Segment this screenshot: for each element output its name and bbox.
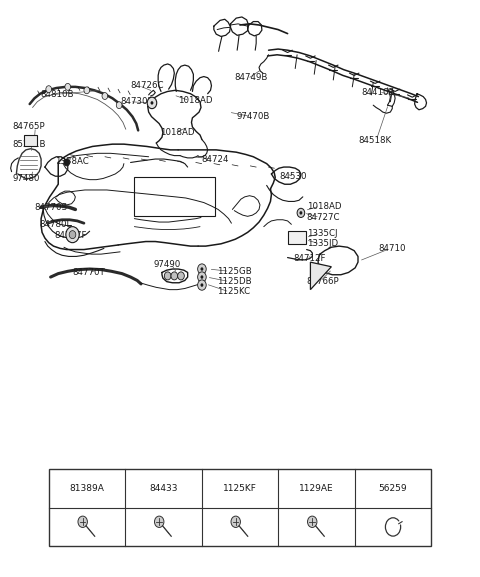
Circle shape [155, 516, 164, 527]
Circle shape [69, 231, 76, 239]
Text: 1335CJ: 1335CJ [307, 229, 337, 238]
Text: 1125KC: 1125KC [217, 287, 250, 297]
Circle shape [300, 211, 302, 215]
Circle shape [178, 272, 184, 280]
Circle shape [102, 92, 108, 99]
Text: 1018AD: 1018AD [160, 128, 194, 137]
Polygon shape [311, 262, 331, 290]
Text: 84724: 84724 [201, 155, 228, 163]
Text: 84710: 84710 [378, 244, 406, 253]
Text: 84765P: 84765P [12, 122, 45, 132]
Bar [134, 177, 215, 216]
Circle shape [198, 264, 206, 274]
Circle shape [201, 267, 204, 271]
Text: 1125GB: 1125GB [217, 267, 252, 276]
Text: 1335JD: 1335JD [307, 239, 338, 248]
Text: 97470B: 97470B [236, 112, 270, 121]
Text: 84749B: 84749B [234, 73, 268, 82]
Circle shape [164, 272, 171, 280]
Circle shape [116, 102, 122, 108]
FancyBboxPatch shape [24, 135, 37, 147]
Text: 1338AC: 1338AC [55, 157, 89, 166]
Circle shape [201, 283, 204, 287]
Text: 84770T: 84770T [72, 268, 105, 277]
Circle shape [84, 87, 90, 93]
Circle shape [297, 208, 305, 218]
Bar [288, 231, 306, 245]
Text: 84780L: 84780L [39, 220, 72, 229]
Text: 84712F: 84712F [293, 254, 326, 263]
Text: 84766P: 84766P [307, 277, 339, 286]
Circle shape [64, 159, 70, 166]
Text: 84530: 84530 [279, 173, 307, 181]
Text: 84727C: 84727C [307, 213, 340, 222]
Text: 1125DB: 1125DB [217, 277, 252, 286]
Circle shape [78, 516, 87, 527]
Circle shape [66, 227, 79, 243]
Text: 97490: 97490 [154, 260, 180, 269]
Text: 1018AD: 1018AD [178, 96, 213, 105]
Text: 84757F: 84757F [54, 231, 87, 240]
Text: 84730B: 84730B [120, 98, 154, 106]
Circle shape [201, 275, 204, 279]
Bar [48, 469, 432, 546]
Circle shape [151, 101, 154, 104]
Text: 84518K: 84518K [358, 136, 391, 145]
Text: 1129AE: 1129AE [299, 484, 334, 493]
Circle shape [198, 272, 206, 282]
Text: 84770S: 84770S [35, 203, 67, 212]
Text: 84726C: 84726C [131, 81, 164, 89]
Circle shape [46, 86, 51, 92]
Text: 84810B: 84810B [40, 91, 73, 99]
Text: 56259: 56259 [379, 484, 408, 493]
Circle shape [308, 516, 317, 527]
Text: 85261B: 85261B [12, 140, 46, 149]
Text: 84433: 84433 [149, 484, 178, 493]
Text: 97480: 97480 [12, 174, 40, 183]
Text: 84410E: 84410E [361, 88, 395, 96]
Text: 1018AD: 1018AD [307, 201, 341, 211]
Circle shape [147, 97, 157, 108]
Circle shape [231, 516, 240, 527]
Text: 81389A: 81389A [70, 484, 105, 493]
Circle shape [171, 272, 178, 280]
Circle shape [198, 280, 206, 290]
Text: 1125KF: 1125KF [223, 484, 257, 493]
Circle shape [65, 84, 71, 90]
